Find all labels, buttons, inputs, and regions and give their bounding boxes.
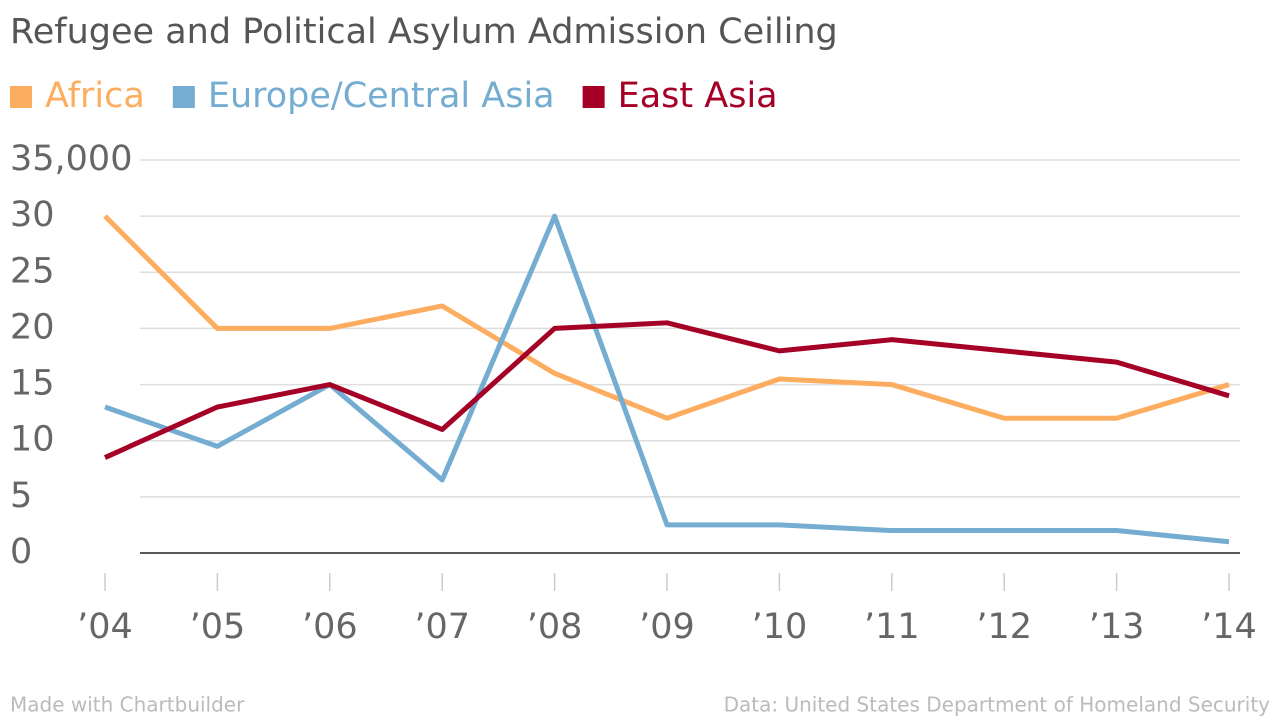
series-line — [103, 214, 1230, 421]
x-tick-label: ’13 — [1089, 607, 1145, 647]
legend-swatch — [10, 86, 32, 108]
source: Data: United States Department of Homela… — [724, 693, 1271, 717]
x-tick-label: ’06 — [302, 607, 358, 647]
chart-title: Refugee and Political Asylum Admission C… — [10, 12, 838, 52]
x-tick-label: ’04 — [77, 607, 133, 647]
x-tick-label: ’10 — [752, 607, 808, 647]
y-tick-label: 5 — [10, 476, 32, 516]
y-tick-label: 20 — [10, 307, 55, 347]
y-tick-label: 10 — [10, 420, 55, 460]
legend-swatch — [582, 86, 605, 108]
legend-label: Europe/Central Asia — [208, 76, 555, 116]
x-tick-label: ’05 — [190, 607, 246, 647]
y-tick-label: 35,000 — [10, 139, 132, 179]
x-tick-label: ’07 — [414, 607, 470, 647]
series-line — [104, 213, 1230, 545]
legend-label: East Asia — [618, 76, 778, 116]
y-tick-label: 25 — [10, 251, 55, 291]
series-line — [103, 320, 1230, 460]
x-tick-label: ’12 — [976, 607, 1032, 647]
credit: Made with Chartbuilder — [10, 693, 245, 717]
y-tick-label: 0 — [10, 532, 32, 572]
legend-swatch — [172, 86, 195, 108]
x-tick-label: ’09 — [639, 607, 695, 647]
y-tick-label: 15 — [10, 364, 55, 404]
x-tick-label: ’14 — [1201, 607, 1257, 647]
x-tick-label: ’08 — [527, 607, 583, 647]
y-tick-label: 30 — [10, 195, 55, 235]
legend-label: Africa — [45, 76, 145, 116]
x-tick-label: ’11 — [864, 607, 920, 647]
